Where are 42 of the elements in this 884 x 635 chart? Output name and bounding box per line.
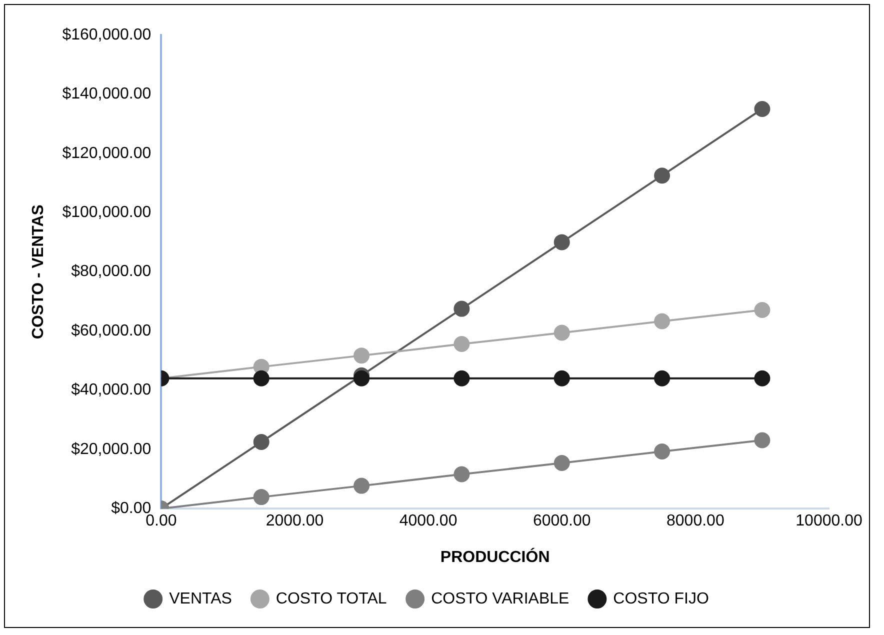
x-axis-title: PRODUCCIÓN: [440, 546, 550, 566]
x-tick-label: 8000.00: [666, 512, 724, 530]
legend-label: COSTO TOTAL: [276, 590, 387, 608]
point: [554, 455, 570, 472]
point: [354, 370, 370, 386]
point: [654, 313, 670, 330]
point: [754, 101, 770, 117]
legend-label: COSTO VARIABLE: [431, 590, 570, 608]
point: [554, 234, 570, 250]
x-tick-label: 10000.00: [796, 512, 862, 530]
legend-label: COSTO FIJO: [613, 590, 709, 608]
point: [454, 336, 470, 352]
point: [754, 302, 770, 318]
point: [654, 370, 670, 386]
y-tick-label: $20,000.00: [71, 440, 152, 458]
point: [654, 168, 670, 184]
point: [754, 432, 770, 448]
x-tick-label: 0.00: [146, 512, 177, 530]
y-tick-label: $140,000.00: [62, 86, 152, 103]
point: [354, 348, 370, 364]
point: [754, 370, 770, 386]
legend-label: VENTAS: [169, 590, 232, 608]
y-tick-label: $100,000.00: [62, 204, 152, 222]
x-tick-label: 4000.00: [399, 512, 458, 530]
y-tick-label: $40,000.00: [71, 382, 152, 399]
point: [554, 324, 570, 341]
point: [454, 370, 470, 386]
point: [454, 300, 470, 317]
point: [253, 434, 270, 450]
y-tick-label: $80,000.00: [71, 263, 152, 280]
point: [654, 443, 670, 460]
point: [454, 466, 470, 482]
x-tick-label: 2000.00: [266, 512, 324, 530]
point: [554, 370, 570, 386]
x-tick-label: 6000.00: [532, 512, 591, 530]
y-tick-label: $120,000.00: [62, 144, 152, 162]
point: [354, 478, 370, 494]
point: [253, 370, 270, 386]
y-tick-label: $60,000.00: [71, 322, 152, 340]
y-tick-label: $160,000.00: [62, 26, 152, 44]
point: [253, 489, 270, 506]
y-axis-title: COSTO - VENTAS: [30, 204, 48, 340]
